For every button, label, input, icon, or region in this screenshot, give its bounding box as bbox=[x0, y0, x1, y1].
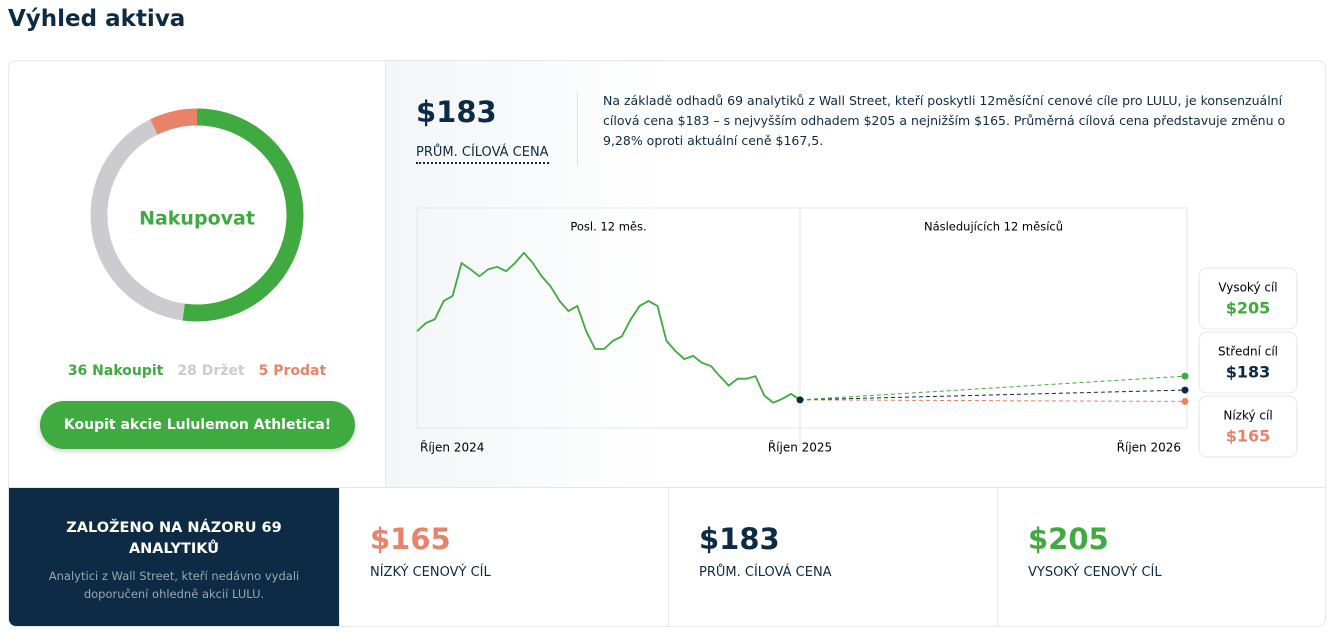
legend-entry: 5 Prodat bbox=[259, 363, 327, 379]
target-value: $205 bbox=[1226, 299, 1271, 318]
stat-cell: $183 PRŮM. CÍLOVÁ CENA bbox=[668, 488, 997, 626]
stat-value: $205 bbox=[1028, 522, 1109, 556]
legend-value: 28 bbox=[177, 363, 196, 379]
analysts-subtitle: Analytici z Wall Street, kteří nedávno v… bbox=[48, 569, 300, 601]
price-line bbox=[416, 251, 801, 404]
donut-segment bbox=[150, 108, 198, 135]
target-line bbox=[799, 389, 1186, 401]
price-chart: Posl. 12 měs. Následujících 12 měsíců Říje… bbox=[416, 207, 1298, 458]
donut-segment bbox=[90, 119, 185, 321]
period-label: Následujících 12 měsíců bbox=[924, 220, 1063, 234]
legend-value: 5 bbox=[259, 363, 269, 379]
legend-label: Prodat bbox=[273, 363, 326, 379]
page-title: Výhled aktiva bbox=[8, 6, 186, 32]
buy-button[interactable]: Koupit akcie Lululemon Athletica! bbox=[40, 401, 355, 449]
target-value: $165 bbox=[1226, 427, 1271, 446]
stat-cell: $165 NÍZKÝ CENOVÝ CÍL bbox=[339, 488, 668, 626]
target-dot bbox=[1181, 386, 1189, 394]
x-tick-label: Říjen 2025 bbox=[768, 440, 832, 455]
legend-label: Držet bbox=[202, 363, 245, 379]
analysts-title: ZALOŽENO NA NÁZORU 69 ANALYTIKŮ bbox=[66, 520, 282, 557]
avg-price-label: PRŮM. CÍLOVÁ CENA bbox=[416, 145, 549, 164]
legend-label: Nakoupit bbox=[92, 363, 164, 379]
stat-cell: $205 VYSOKÝ CENOVÝ CÍL bbox=[997, 488, 1325, 626]
current-price-dot bbox=[796, 396, 804, 404]
stat-label: NÍZKÝ CENOVÝ CÍL bbox=[370, 565, 491, 580]
stat-label: VYSOKÝ CENOVÝ CÍL bbox=[1028, 565, 1162, 580]
stat-value: $183 bbox=[699, 522, 780, 556]
legend-entry: 28 Držet bbox=[177, 363, 245, 379]
legend: 36 Nakoupit 28 Držet 5 Prodat bbox=[68, 363, 327, 379]
target-label: Střední cíl bbox=[1218, 345, 1278, 359]
target-box bbox=[1198, 331, 1298, 394]
target-label: Nízký cíl bbox=[1223, 409, 1272, 423]
stat-label: PRŮM. CÍLOVÁ CENA bbox=[699, 565, 832, 580]
divider bbox=[577, 92, 578, 166]
period-label: Posl. 12 měs. bbox=[570, 220, 646, 234]
target-line bbox=[799, 375, 1186, 401]
summary-text: Na základě odhadů 69 analytiků z Wall St… bbox=[603, 93, 1286, 148]
target-value: $183 bbox=[1226, 363, 1271, 382]
avg-price: $183 bbox=[416, 95, 497, 129]
x-tick-label: Říjen 2024 bbox=[420, 440, 484, 455]
donut-center-label: Nakupovat bbox=[139, 208, 255, 230]
forecast-panel: $183 PRŮM. CÍLOVÁ CENA Na základě odhadů… bbox=[385, 61, 1325, 487]
target-box bbox=[1198, 267, 1298, 330]
donut-chart: Nakupovat 36 Nakoupit 28 Držet 5 Prodat bbox=[68, 108, 327, 379]
target-dot bbox=[1181, 397, 1189, 405]
donut-segment bbox=[182, 108, 304, 322]
stat-value: $165 bbox=[370, 522, 451, 556]
target-dot bbox=[1181, 372, 1189, 380]
plot-frame bbox=[416, 207, 1188, 429]
target-label: Vysoký cíl bbox=[1218, 281, 1277, 295]
footer: ZALOŽENO NA NÁZORU 69 ANALYTIKŮ Analytic… bbox=[9, 487, 1325, 626]
legend-entry: 36 Nakoupit bbox=[68, 363, 164, 379]
target-box bbox=[1198, 395, 1298, 458]
x-tick-label: Říjen 2026 bbox=[1117, 440, 1181, 455]
card: Nakupovat 36 Nakoupit 28 Držet 5 Prodat Kou… bbox=[8, 60, 1326, 627]
analysts-panel: ZALOŽENO NA NÁZORU 69 ANALYTIKŮ Analytic… bbox=[9, 488, 339, 626]
target-line bbox=[799, 399, 1186, 402]
legend-value: 36 bbox=[68, 363, 87, 379]
